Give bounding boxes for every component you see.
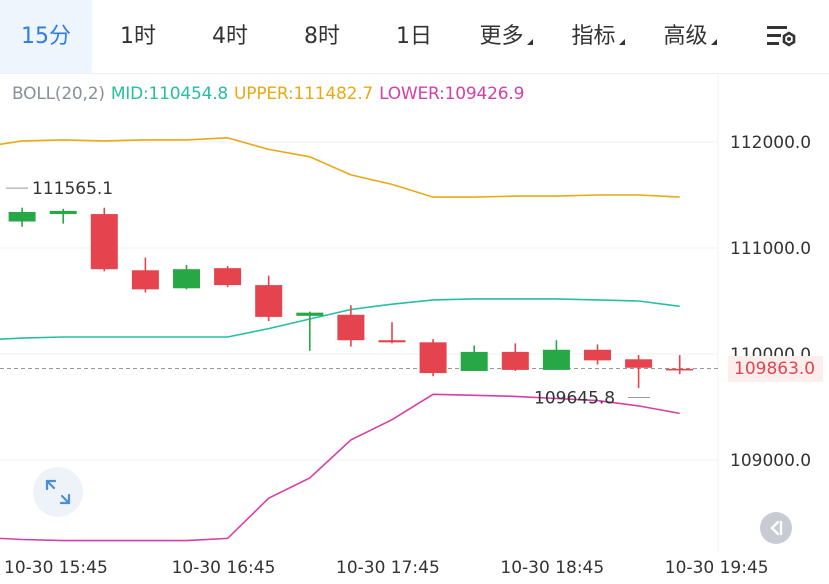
legend-indicator-name: BOLL(20,2): [12, 84, 105, 104]
candle-body: [90, 214, 118, 270]
candle-body: [625, 359, 653, 368]
boll-lower-line: [0, 393, 680, 542]
boll-upper-line: [0, 136, 680, 198]
caret-down-icon: [618, 39, 625, 45]
candle-body: [337, 314, 365, 341]
last-price-tag: 109863.0: [728, 356, 824, 382]
candle-body: [666, 368, 694, 371]
candle-body: [173, 269, 200, 289]
candle-body: [584, 349, 611, 361]
y-tick-label: 109000.0: [730, 451, 811, 471]
legend-lower: LOWER:109426.9: [379, 84, 525, 104]
chart-settings-icon[interactable]: [764, 22, 798, 52]
x-tick-label: 10-30 19:45: [664, 558, 769, 578]
candle-body: [296, 312, 324, 316]
legend-mid: MID:110454.8: [110, 84, 229, 104]
x-tick-label: 10-30 15:45: [4, 558, 108, 578]
tab-1day[interactable]: 1日: [396, 24, 432, 49]
tab-more[interactable]: 更多: [460, 0, 552, 73]
x-tick-label: 10-30 16:45: [171, 558, 276, 578]
x-tick-label: 10-30 18:45: [500, 558, 605, 578]
candle-body: [255, 285, 283, 317]
candle-body: [214, 268, 242, 286]
candle-body: [501, 351, 529, 370]
tab-indicators[interactable]: 指标: [552, 0, 644, 73]
period-tabs: 15分 1时 4时 8时 1日 更多 指标 高级: [0, 0, 829, 74]
low-price-label: 109645.8: [534, 389, 615, 409]
caret-down-icon: [526, 39, 533, 45]
candle-body: [8, 211, 36, 222]
candle-body: [49, 210, 77, 215]
candle-body: [460, 351, 488, 371]
skip-to-end-icon: [770, 520, 783, 536]
y-tick-label: 111000.0: [730, 239, 811, 259]
expand-icon: [45, 479, 71, 505]
caret-down-icon: [710, 39, 717, 45]
tab-4hour[interactable]: 4时: [212, 24, 248, 49]
tab-advanced[interactable]: 高级: [644, 0, 736, 73]
time-axis: 10-30 15:45 10-30 16:45 10-30 17:45 10-30 1…: [0, 552, 829, 584]
high-price-label: 111565.1: [32, 179, 113, 199]
candle-body: [131, 270, 159, 290]
x-tick-label: 10-30 17:45: [336, 558, 440, 578]
candle-body: [419, 342, 447, 374]
y-tick-label: 112000.0: [730, 133, 811, 153]
scroll-to-latest-button[interactable]: [760, 512, 792, 544]
legend-upper: UPPER:111482.7: [234, 84, 374, 104]
boll-legend: BOLL(20,2) MID:110454.8 UPPER:111482.7 LOWE…: [12, 84, 530, 104]
fullscreen-button[interactable]: [33, 467, 83, 517]
tab-8hour[interactable]: 8时: [304, 24, 340, 49]
tab-1hour[interactable]: 1时: [120, 24, 156, 49]
candle-body: [542, 349, 570, 370]
candle-body: [378, 340, 406, 343]
tab-15min[interactable]: 15分: [0, 0, 92, 73]
boll-mid-line: [0, 298, 680, 341]
